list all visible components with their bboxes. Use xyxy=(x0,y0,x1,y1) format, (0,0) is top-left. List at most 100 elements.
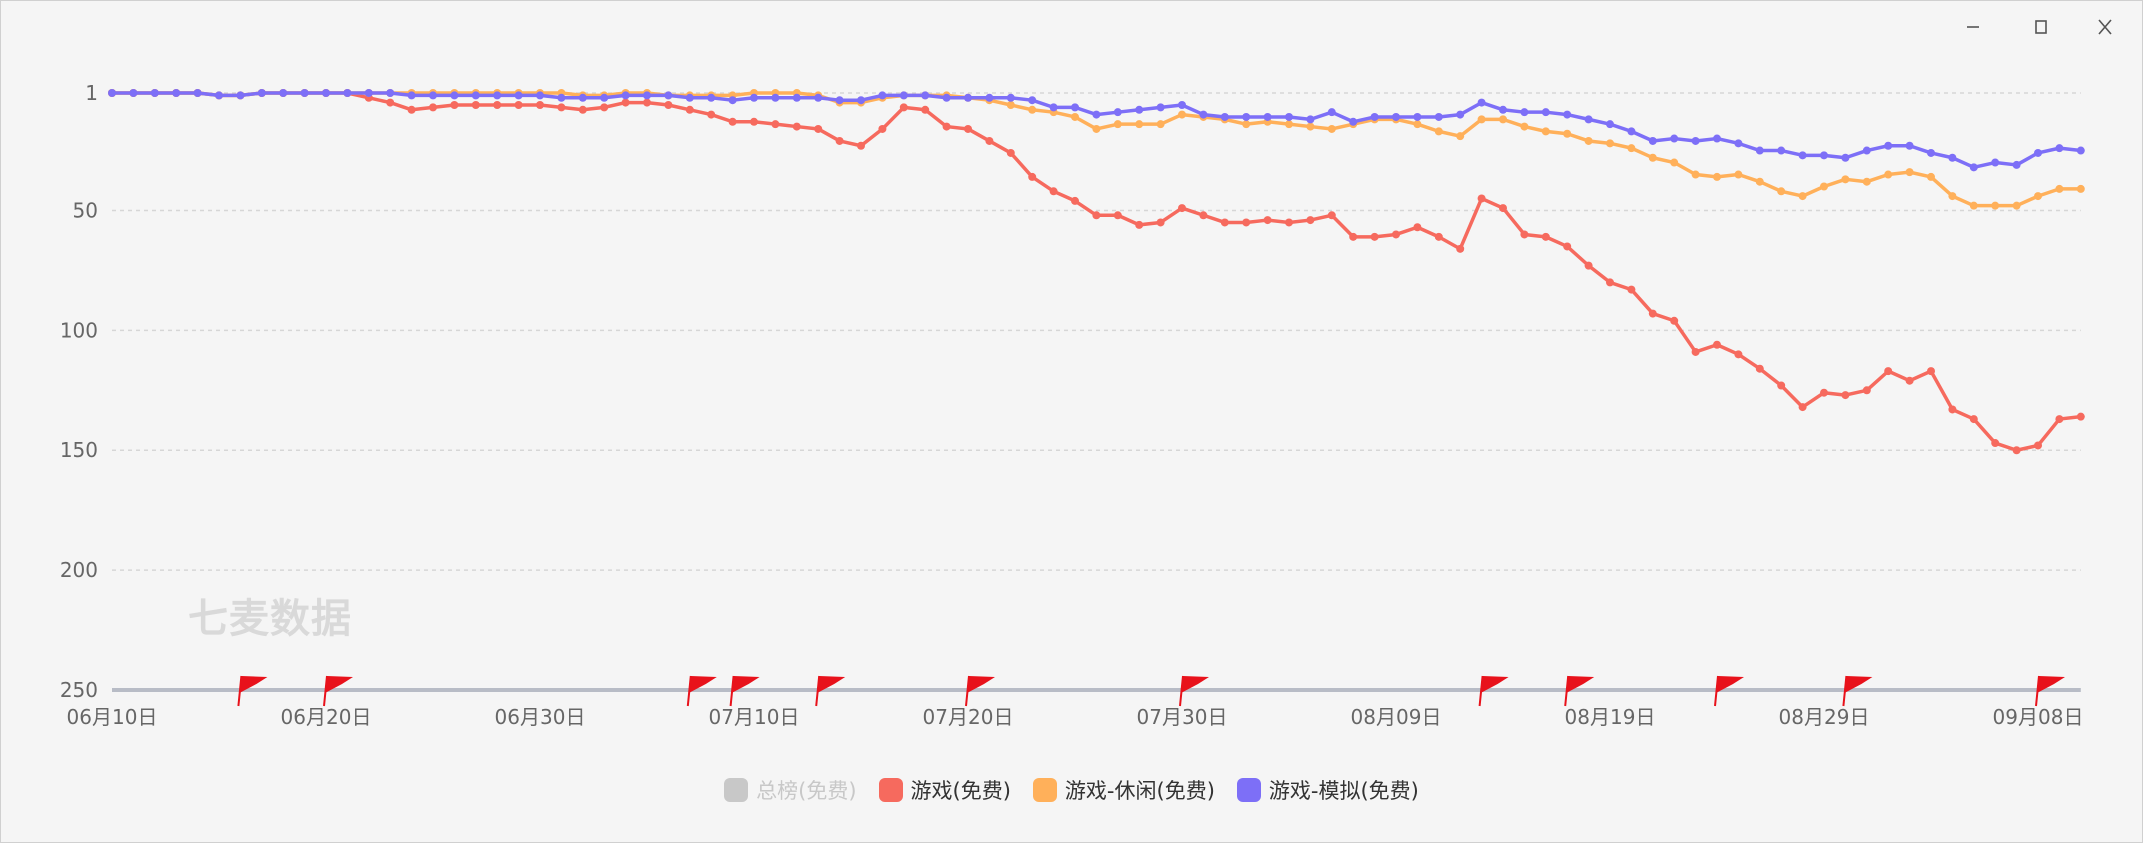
data-point xyxy=(600,93,609,102)
data-point xyxy=(685,93,694,102)
data-point xyxy=(1178,204,1186,213)
data-point xyxy=(1627,144,1636,153)
data-point xyxy=(2076,412,2085,421)
data-point xyxy=(621,91,630,100)
data-point xyxy=(878,91,887,100)
data-point xyxy=(1263,112,1272,121)
data-point xyxy=(1884,170,1893,179)
data-point xyxy=(1306,122,1315,131)
data-point xyxy=(643,91,651,100)
data-point xyxy=(1520,230,1529,239)
data-point xyxy=(129,89,138,97)
flag-icon xyxy=(325,676,353,693)
data-point xyxy=(1969,163,1978,172)
data-point xyxy=(236,91,245,100)
x-tick-label: 08月19日 xyxy=(1565,705,1656,729)
data-point xyxy=(2076,146,2085,155)
data-point xyxy=(1071,196,1079,205)
flag-icon xyxy=(1844,676,1873,693)
data-point xyxy=(1820,182,1828,191)
data-point xyxy=(2034,441,2042,450)
data-point xyxy=(1092,124,1101,133)
data-point xyxy=(1691,347,1700,356)
data-point xyxy=(1456,110,1465,119)
legend-item[interactable]: 游戏-休闲(免费) xyxy=(1032,775,1215,805)
data-point xyxy=(1499,204,1507,213)
data-point xyxy=(1948,153,1957,162)
data-point xyxy=(771,120,780,129)
data-point xyxy=(279,89,288,97)
data-point xyxy=(1563,129,1572,138)
data-point xyxy=(1113,211,1122,220)
data-point xyxy=(600,103,609,112)
data-point xyxy=(1927,172,1935,181)
data-point xyxy=(1798,403,1807,412)
data-point xyxy=(429,103,437,112)
data-point xyxy=(685,105,694,114)
close-icon xyxy=(2098,19,2112,35)
data-point xyxy=(835,136,844,145)
data-point xyxy=(707,93,716,102)
data-point xyxy=(1755,146,1764,155)
data-point xyxy=(1862,177,1871,186)
data-point xyxy=(1969,201,1978,210)
legend-swatch-icon xyxy=(724,778,749,802)
legend-item[interactable]: 游戏(免费) xyxy=(878,775,1011,805)
data-point xyxy=(814,93,823,102)
flag-icon xyxy=(2037,676,2065,693)
legend-item[interactable]: 总榜(免费) xyxy=(724,775,857,805)
data-point xyxy=(471,91,480,100)
minimize-button[interactable] xyxy=(1958,12,1988,42)
data-point xyxy=(1413,223,1422,232)
data-point xyxy=(899,103,908,112)
data-point xyxy=(1327,211,1336,220)
data-point xyxy=(1713,134,1721,143)
y-tick-label: 200 xyxy=(60,558,98,582)
data-point xyxy=(621,98,630,107)
series-line-1 xyxy=(112,91,2081,452)
close-button[interactable] xyxy=(2090,12,2120,42)
data-point xyxy=(1434,112,1443,121)
data-point xyxy=(1541,232,1550,241)
data-point xyxy=(1349,117,1358,126)
data-point xyxy=(1606,278,1614,287)
data-point xyxy=(1905,168,1914,177)
data-point xyxy=(1327,108,1336,117)
data-point xyxy=(1477,194,1486,203)
data-point xyxy=(2055,415,2064,424)
data-point xyxy=(386,98,395,107)
data-point xyxy=(1991,439,2000,448)
data-point xyxy=(1670,316,1679,325)
data-point xyxy=(1156,218,1165,227)
data-point xyxy=(536,100,544,109)
data-point xyxy=(578,93,587,102)
maximize-button[interactable] xyxy=(2026,12,2056,42)
data-point xyxy=(921,91,930,100)
data-point xyxy=(1434,127,1443,136)
data-point xyxy=(536,91,544,100)
data-point xyxy=(1006,100,1015,109)
data-point xyxy=(193,89,202,97)
data-point xyxy=(1327,124,1336,133)
flag-icon xyxy=(967,676,995,693)
legend-label: 游戏(免费) xyxy=(910,779,1011,803)
data-point xyxy=(1948,192,1957,201)
y-tick-label: 150 xyxy=(60,438,98,462)
data-point xyxy=(1156,103,1165,112)
data-point xyxy=(1884,367,1893,376)
data-point xyxy=(1242,218,1251,227)
legend-item[interactable]: 游戏-模拟(免费) xyxy=(1236,775,1419,805)
data-point xyxy=(1755,177,1764,186)
data-point xyxy=(878,124,887,133)
data-point xyxy=(257,89,266,97)
data-point xyxy=(2076,184,2085,193)
flag-icon xyxy=(688,676,717,693)
data-point xyxy=(1777,187,1786,196)
data-point xyxy=(1627,285,1636,294)
data-point xyxy=(1670,158,1679,167)
data-point xyxy=(300,89,309,97)
data-point xyxy=(1691,170,1700,179)
data-point xyxy=(557,103,566,112)
data-point xyxy=(728,96,737,105)
legend-label: 游戏-休闲(免费) xyxy=(1064,779,1215,803)
